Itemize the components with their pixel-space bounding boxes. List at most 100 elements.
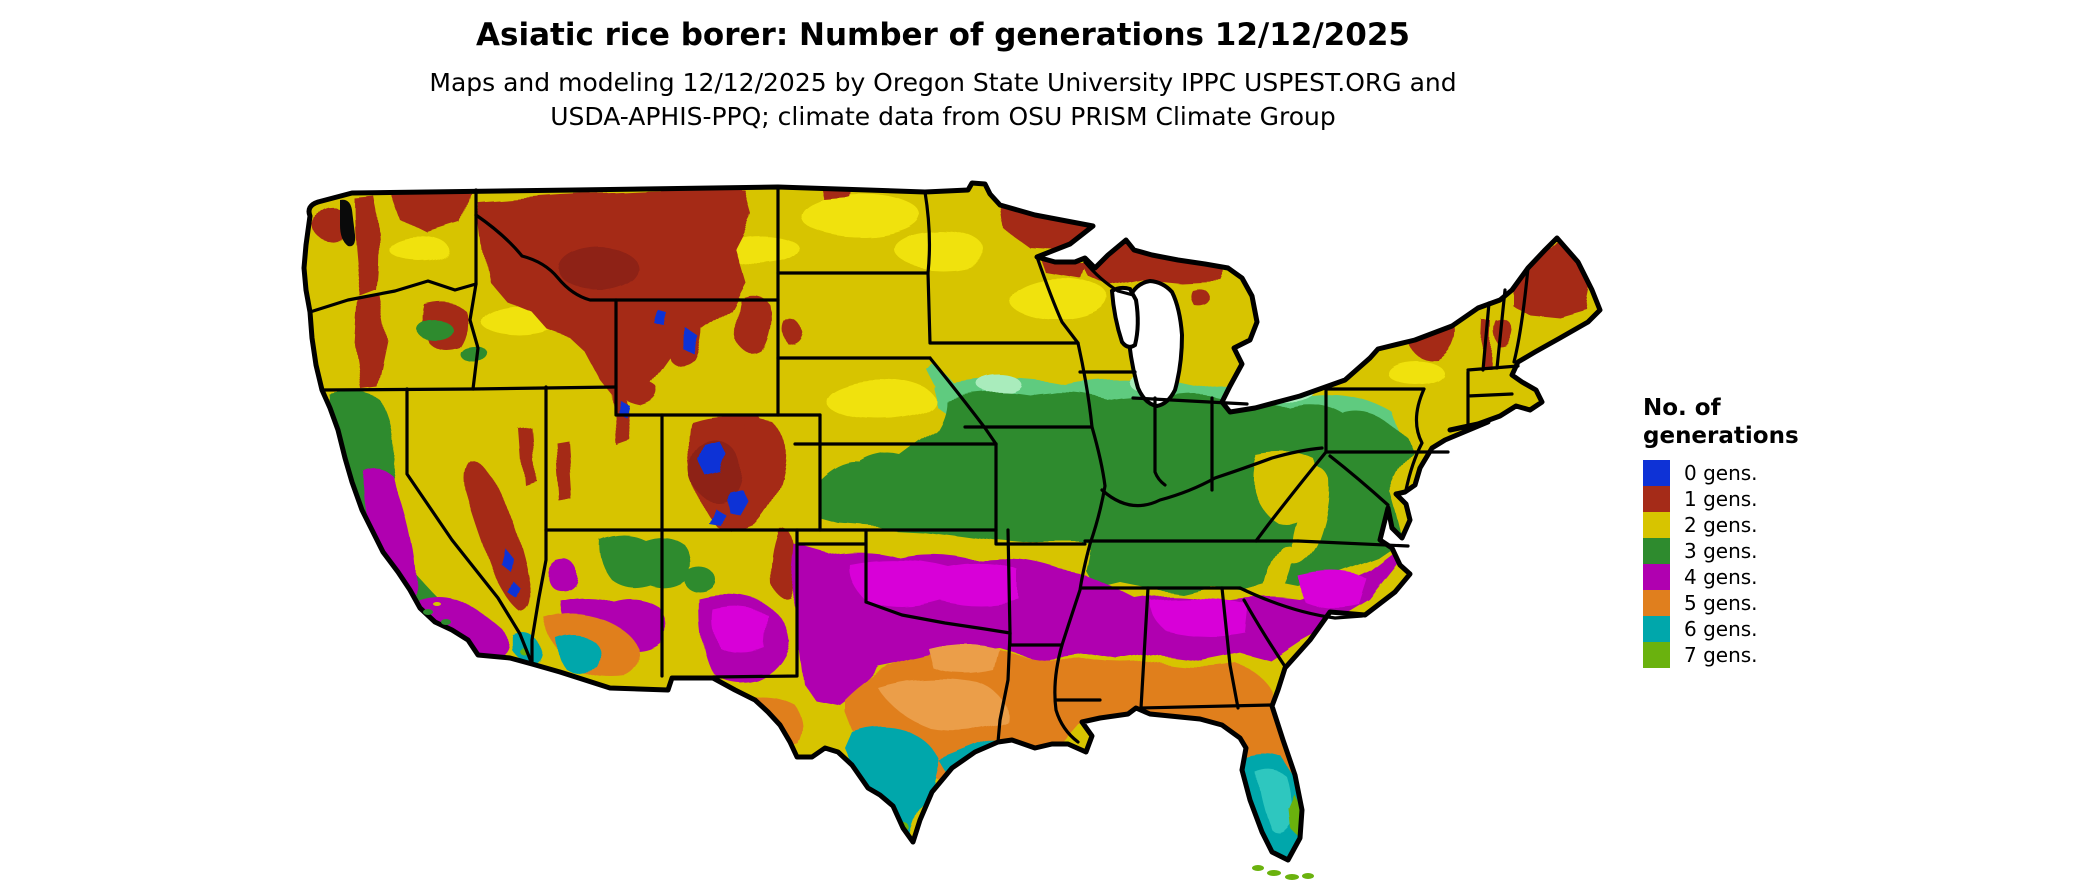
map-region-1gen-mi-speck: [1188, 286, 1208, 304]
map-region-0gen-co: [724, 487, 746, 513]
legend-row-gen1: 1 gens.: [1643, 486, 1873, 512]
legend-swatch-gen0: [1643, 460, 1670, 486]
map-region-0gen-sierra: [498, 545, 510, 569]
map-texture-plains: [390, 238, 450, 262]
legend-row-gen6: 6 gens.: [1643, 616, 1873, 642]
legend-label-gen1: 1 gens.: [1684, 487, 1758, 511]
florida-keys: [1252, 865, 1264, 871]
map-region-4gen-nv-tip: [546, 558, 576, 589]
map-texture-mint: [978, 376, 1022, 394]
border-ga-fl: [1139, 703, 1274, 710]
map-region-0gen-windriver: [682, 330, 700, 354]
legend-swatch-gen6: [1643, 616, 1670, 642]
map-texture-6gen-light: [1258, 772, 1293, 834]
map-region-0gen-wasatch: [616, 400, 628, 416]
border-il-in: [1153, 396, 1167, 487]
border-tx-ok-la: [795, 528, 1012, 744]
map-region-3gen-or-speck: [461, 347, 489, 363]
map-region-3gen-or-speck: [417, 320, 453, 340]
legend-swatch-gen3: [1643, 538, 1670, 564]
map-texture-plains: [1010, 278, 1110, 322]
border-ohio-river: [1100, 446, 1324, 508]
legend-label-gen5: 5 gens.: [1684, 591, 1758, 615]
legend: No. of generations 0 gens. 1 gens. 2 gens.…: [1643, 394, 1873, 668]
map-texture-plains: [720, 234, 800, 266]
legend-title-line-2: generations: [1643, 423, 1799, 449]
florida-keys: [1302, 873, 1314, 879]
border-id-mt: [474, 213, 618, 302]
map-region-1gen-nv-range: [520, 428, 536, 484]
map-region-1gen-sierra: [464, 461, 531, 612]
map-region-3gen-mogollon: [599, 535, 691, 588]
map-region-1gen-bighorn: [737, 295, 772, 355]
puget-sound: [340, 199, 356, 247]
map-texture-1gen-shade: [560, 248, 640, 292]
map-region-1gen-windriver: [663, 297, 704, 366]
map-region-1gen-white-mtns: [1493, 318, 1512, 345]
map-texture-plains: [895, 232, 985, 268]
map-region-6gen-az: [557, 636, 604, 674]
legend-label-gen2: 2 gens.: [1684, 513, 1758, 537]
map-region-1gen-or-cascades: [355, 296, 388, 390]
map-texture-plains: [1387, 360, 1443, 384]
border-pennsylvania: [1324, 386, 1450, 492]
legend-label-gen0: 0 gens.: [1684, 461, 1758, 485]
map-region-1gen-upper-peninsula: [1080, 240, 1228, 285]
us-outline: [301, 180, 1603, 863]
legend-swatch-gen4: [1643, 564, 1670, 590]
border-al-ga: [1220, 586, 1240, 710]
border-nv-az: [530, 528, 548, 666]
map-texture-4gen-bright: [1300, 573, 1368, 608]
map-region-1gen-sangre: [771, 529, 796, 597]
map-texture-5gen-light: [880, 681, 1006, 731]
border-wa-or: [308, 279, 478, 314]
map-region-1gen-nv-range: [556, 440, 572, 502]
legend-rows: 0 gens. 1 gens. 2 gens. 3 gens. 4 gens. 5 gen…: [1643, 460, 1873, 668]
channel-island: [441, 619, 451, 625]
page-title: Asiatic rice borer: Number of generation…: [476, 17, 1410, 53]
border-idaho-west: [468, 188, 480, 391]
map-region-2gen-smokies: [1262, 543, 1295, 602]
subtitle-line-2: USDA-APHIS-PPQ; climate data from OSU PR…: [550, 102, 1336, 131]
border-nc-sc: [1238, 586, 1364, 620]
header: Asiatic rice borer: Number of generation…: [0, 16, 1886, 134]
legend-title-line-1: No. of: [1643, 395, 1721, 421]
legend-row-gen0: 0 gens.: [1643, 460, 1873, 486]
map-texture-4gen-bright: [714, 609, 768, 653]
map-texture-4gen-bright: [849, 560, 1020, 606]
channel-island: [423, 609, 433, 615]
legend-label-gen6: 6 gens.: [1684, 617, 1758, 641]
offshore-islands: [423, 602, 1314, 880]
map-region-0gen-co: [706, 505, 722, 523]
map-region-1gen-black-hills: [783, 321, 803, 345]
legend-label-gen4: 4 gens.: [1684, 565, 1758, 589]
legend-row-gen4: 4 gens.: [1643, 564, 1873, 590]
border-mo-west-south: [994, 442, 1087, 546]
map-texture-plains: [800, 193, 920, 237]
border-new-england: [1466, 266, 1530, 432]
border-ca-nv: [405, 387, 534, 666]
map-fill-layer: [304, 183, 1600, 860]
map-region-1gen-n-washington: [390, 192, 470, 235]
map-region-6gen-south-texas: [845, 726, 940, 840]
map-region-1gen-cascades: [352, 194, 379, 296]
map-texture-5gen-light: [930, 645, 1000, 676]
channel-island: [433, 602, 441, 606]
border-wi-mi: [1083, 260, 1135, 297]
map-region-3gen-nm-speck: [684, 568, 716, 592]
subtitle-line-1: Maps and modeling 12/12/2025 by Oregon S…: [429, 68, 1457, 97]
page-subtitle: Maps and modeling 12/12/2025 by Oregon S…: [0, 66, 1886, 134]
map-region-0gen-yellowstone: [654, 310, 668, 326]
border-ms-al: [1139, 586, 1150, 710]
map-region-1gen-n-rockies: [476, 188, 752, 402]
map-region-0gen-sierra: [507, 580, 520, 598]
legend-row-gen7: 7 gens.: [1643, 642, 1873, 668]
border-ar-la: [1008, 631, 1064, 647]
border-ga-sc: [1242, 598, 1288, 670]
state-borders: [308, 185, 1530, 744]
border-wv-va-potomac: [1254, 450, 1390, 543]
green-bay: [1109, 285, 1140, 349]
map-texture-plains: [825, 380, 935, 420]
